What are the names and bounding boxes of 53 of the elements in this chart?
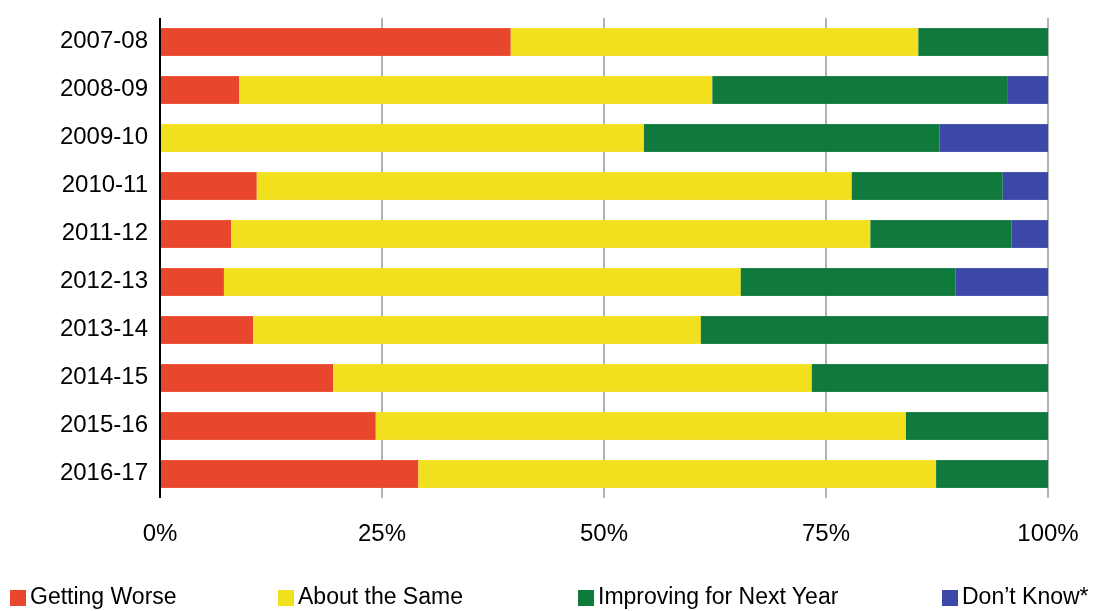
bar (418, 460, 937, 488)
bar (160, 364, 334, 392)
legend-label: Getting Worse (30, 583, 177, 610)
legend-label: Don’t Know* (962, 583, 1089, 610)
bar (160, 316, 254, 344)
y-tick-label: 2013-14 (59, 314, 148, 342)
bar (160, 412, 376, 440)
y-tick-label: 2014-15 (59, 362, 148, 390)
bar (936, 460, 1048, 488)
y-tick-label: 2016-17 (59, 458, 148, 486)
bar (223, 268, 741, 296)
bar (700, 316, 1048, 344)
bar (160, 460, 419, 488)
bar (939, 124, 1048, 152)
bar (253, 316, 701, 344)
y-tick-label: 2008-09 (59, 74, 148, 102)
x-tick-label: 0% (142, 519, 178, 547)
bar (643, 124, 940, 152)
bar (160, 76, 240, 104)
bar (160, 220, 232, 248)
bar (160, 124, 644, 152)
y-tick-label: 2015-16 (59, 410, 148, 438)
legend-label: About the Same (298, 583, 463, 610)
bar (231, 220, 871, 248)
bar (905, 412, 1048, 440)
bar (1011, 220, 1048, 248)
bar (160, 268, 224, 296)
y-tick-label: 2011-12 (61, 218, 148, 246)
bar (1002, 172, 1048, 200)
bar (870, 220, 1012, 248)
bar (851, 172, 1003, 200)
bar (811, 364, 1048, 392)
y-tick-label: 2009-10 (59, 122, 148, 150)
x-tick-label: 25% (357, 519, 407, 547)
bar (1007, 76, 1048, 104)
y-tick-label: 2007-08 (59, 26, 148, 54)
x-tick-label: 75% (801, 519, 851, 547)
bar (239, 76, 713, 104)
y-tick-label: 2010-11 (61, 170, 148, 198)
bar (333, 364, 812, 392)
bar (160, 28, 511, 56)
bar (740, 268, 956, 296)
y-tick-label: 2012-13 (59, 266, 148, 294)
legend-label: Improving for Next Year (598, 583, 839, 610)
bar (712, 76, 1008, 104)
bar (918, 28, 1048, 56)
bar (955, 268, 1048, 296)
bar (510, 28, 919, 56)
bar (160, 172, 257, 200)
x-tick-label: 50% (579, 519, 629, 547)
bar (375, 412, 906, 440)
x-tick-label: 100% (1017, 519, 1079, 547)
bar (256, 172, 852, 200)
